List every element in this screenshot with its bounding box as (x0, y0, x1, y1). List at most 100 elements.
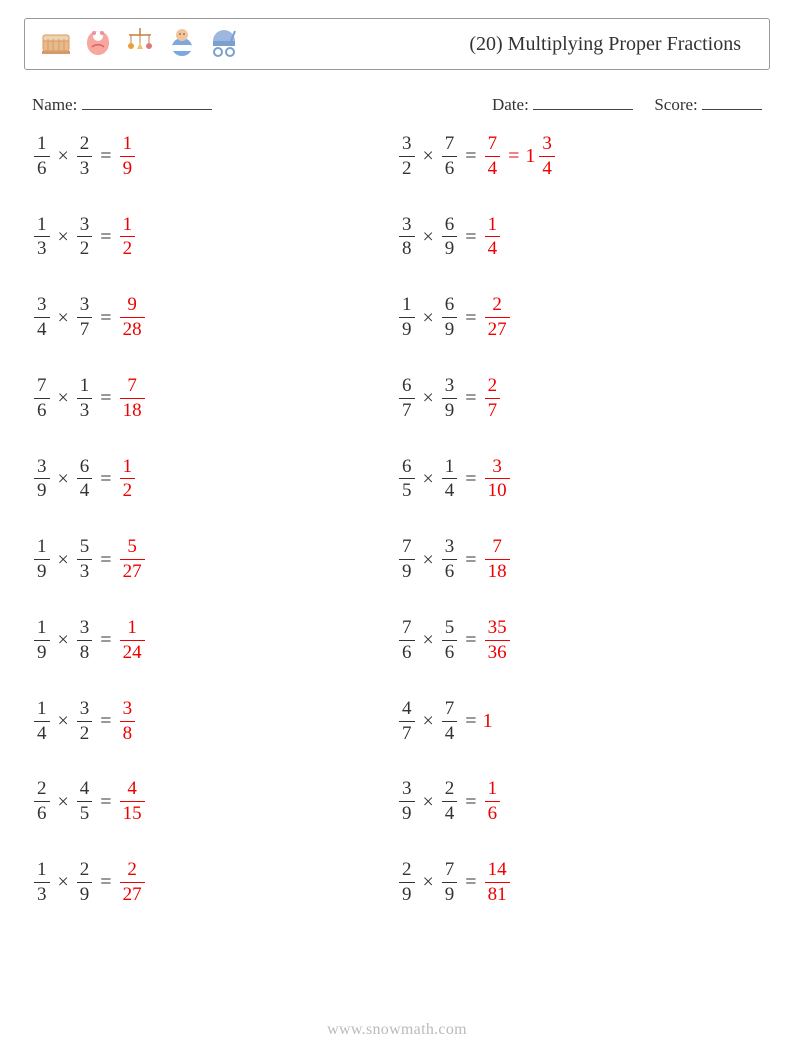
equals-sign: = (100, 711, 111, 731)
baby-icon (165, 25, 199, 64)
problem-row: 19×69=227 (397, 294, 762, 341)
fraction: 38 (77, 617, 93, 664)
problem-row: 13×32=12 (32, 214, 397, 261)
date-label: Date: (492, 95, 529, 114)
fraction: 34 (539, 133, 555, 180)
fraction: 13 (77, 375, 93, 422)
equals-sign: = (465, 792, 476, 812)
equals-sign: = (100, 388, 111, 408)
times-operator: × (58, 630, 69, 650)
times-operator: × (423, 550, 434, 570)
fraction: 45 (77, 778, 93, 825)
times-operator: × (58, 308, 69, 328)
fraction: 69 (442, 214, 458, 261)
fraction: 76 (399, 617, 415, 664)
name-label: Name: (32, 95, 77, 114)
equals-sign: = (100, 146, 111, 166)
problem-row: 39×24=16 (397, 778, 762, 825)
fraction: 64 (77, 456, 93, 503)
fraction: 76 (442, 133, 458, 180)
fraction: 310 (485, 456, 510, 503)
equals-sign: = (508, 146, 519, 166)
fraction: 16 (485, 778, 501, 825)
answer: 718 (118, 375, 147, 422)
problem-row: 76×56=3536 (397, 617, 762, 664)
problem-row: 26×45=415 (32, 778, 397, 825)
times-operator: × (58, 227, 69, 247)
footer-url: www.snowmath.com (0, 1021, 794, 1039)
times-operator: × (58, 711, 69, 731)
answer: 227 (483, 294, 512, 341)
fraction: 56 (442, 617, 458, 664)
meta-row: Name: Date: Score: (32, 92, 762, 115)
equals-sign: = (465, 630, 476, 650)
answer: 718 (483, 536, 512, 583)
date-blank[interactable] (533, 92, 633, 110)
worksheet-title: (20) Multiplying Proper Fractions (469, 33, 755, 56)
fraction: 13 (34, 859, 50, 906)
times-operator: × (58, 550, 69, 570)
mobile-icon (123, 25, 157, 64)
times-operator: × (423, 227, 434, 247)
fraction: 39 (399, 778, 415, 825)
fraction: 13 (34, 214, 50, 261)
equals-sign: = (465, 550, 476, 570)
score-label: Score: (654, 95, 697, 114)
name-blank[interactable] (82, 92, 212, 110)
answer: 27 (483, 375, 503, 422)
problem-row: 67×39=27 (397, 375, 762, 422)
fraction: 74 (485, 133, 501, 180)
answer: 227 (118, 859, 147, 906)
times-operator: × (423, 630, 434, 650)
problem-row: 65×14=310 (397, 456, 762, 503)
fraction: 26 (34, 778, 50, 825)
equals-sign: = (100, 469, 111, 489)
times-operator: × (423, 146, 434, 166)
times-operator: × (58, 469, 69, 489)
fraction: 19 (120, 133, 136, 180)
fraction: 38 (120, 698, 136, 745)
fraction: 1481 (485, 859, 510, 906)
fraction: 65 (399, 456, 415, 503)
fraction: 14 (34, 698, 50, 745)
problem-row: 16×23=19 (32, 133, 397, 180)
answer: 74=134 (483, 133, 557, 180)
fraction: 19 (34, 536, 50, 583)
problem-row: 39×64=12 (32, 456, 397, 503)
fraction: 718 (120, 375, 145, 422)
fraction: 928 (120, 294, 145, 341)
problem-row: 76×13=718 (32, 375, 397, 422)
times-operator: × (423, 469, 434, 489)
equals-sign: = (100, 308, 111, 328)
fraction: 37 (77, 294, 93, 341)
answer: 16 (483, 778, 503, 825)
equals-sign: = (465, 146, 476, 166)
problem-row: 14 × 32 = 38 (32, 698, 397, 745)
fraction: 34 (34, 294, 50, 341)
problem-row: 32×76=74=134 (397, 133, 762, 180)
fraction: 29 (77, 859, 93, 906)
score-blank[interactable] (702, 92, 762, 110)
times-operator: × (423, 711, 434, 731)
fraction: 27 (485, 375, 501, 422)
answer: 12 (118, 456, 138, 503)
fraction: 227 (120, 859, 145, 906)
fraction: 527 (120, 536, 145, 583)
problem-row: 19×38=124 (32, 617, 397, 664)
problems-column-right: 32×76=74=13438×69=1419×69=22767×39=2765×… (397, 133, 762, 906)
equals-sign: = (100, 227, 111, 247)
problem-row: 47×74=1 (397, 698, 762, 745)
date-score-group: Date: Score: (492, 92, 762, 115)
fraction: 79 (399, 536, 415, 583)
bib-icon (81, 25, 115, 64)
times-operator: × (58, 792, 69, 812)
times-operator: × (423, 872, 434, 892)
equals-sign: = (465, 308, 476, 328)
crib-icon (39, 25, 73, 64)
fraction: 67 (399, 375, 415, 422)
fraction: 12 (120, 214, 136, 261)
equals-sign: = (100, 872, 111, 892)
answer: 12 (118, 214, 138, 261)
fraction: 32 (77, 698, 93, 745)
fraction: 36 (442, 536, 458, 583)
